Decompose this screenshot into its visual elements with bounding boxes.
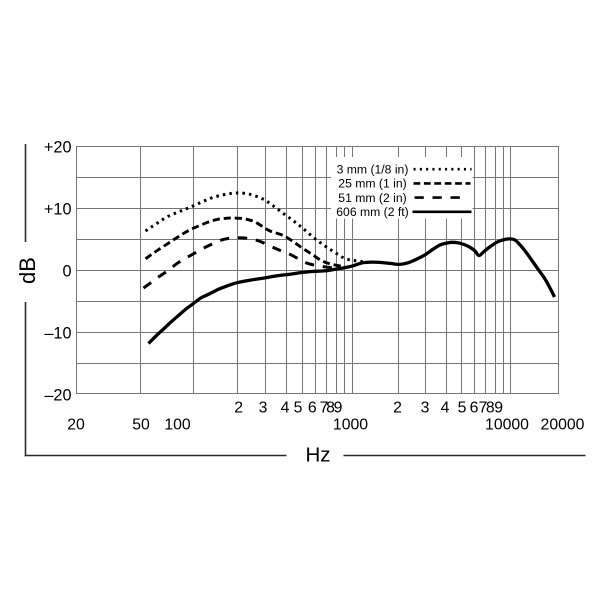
svg-text:25 mm (1 in): 25 mm (1 in) <box>338 177 406 191</box>
svg-text:4: 4 <box>281 400 290 417</box>
svg-text:10000: 10000 <box>485 417 529 434</box>
svg-text:9: 9 <box>334 400 343 417</box>
svg-text:5: 5 <box>458 400 467 417</box>
svg-text:8: 8 <box>326 400 335 417</box>
svg-text:3 mm (1/8 in): 3 mm (1/8 in) <box>337 162 409 176</box>
svg-text:7: 7 <box>320 400 329 417</box>
svg-text:–20: –20 <box>44 387 71 405</box>
svg-text:51 mm (2 in): 51 mm (2 in) <box>338 191 406 205</box>
svg-text:8: 8 <box>486 400 495 417</box>
svg-text:9: 9 <box>494 400 503 417</box>
svg-text:20: 20 <box>67 417 85 434</box>
svg-text:6: 6 <box>470 400 479 417</box>
svg-text:2: 2 <box>234 400 243 417</box>
svg-text:100: 100 <box>164 417 191 434</box>
svg-text:0: 0 <box>62 263 71 281</box>
svg-text:20000: 20000 <box>541 417 585 434</box>
svg-text:+20: +20 <box>44 139 72 157</box>
svg-text:606 mm (2 ft): 606 mm (2 ft) <box>336 205 408 219</box>
svg-text:7: 7 <box>479 400 488 417</box>
svg-text:5: 5 <box>294 400 303 417</box>
svg-text:4: 4 <box>441 400 450 417</box>
svg-text:–10: –10 <box>44 325 71 343</box>
svg-text:Hz: Hz <box>305 443 330 466</box>
svg-text:3: 3 <box>421 400 430 417</box>
svg-text:3: 3 <box>259 400 268 417</box>
svg-text:50: 50 <box>132 417 150 434</box>
svg-text:6: 6 <box>308 400 317 417</box>
svg-text:2: 2 <box>393 400 402 417</box>
svg-text:+10: +10 <box>44 201 72 219</box>
svg-text:dB: dB <box>15 257 40 284</box>
svg-text:1000: 1000 <box>333 417 368 434</box>
